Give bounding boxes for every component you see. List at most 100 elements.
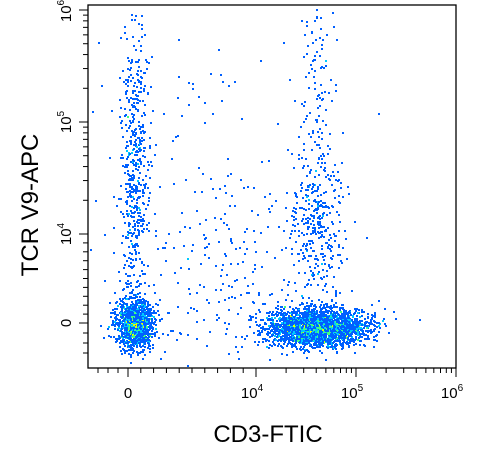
event-dot bbox=[124, 115, 126, 117]
event-dot bbox=[341, 162, 343, 164]
event-dot bbox=[126, 130, 128, 132]
event-dot bbox=[314, 347, 316, 349]
event-dot bbox=[255, 313, 257, 315]
event-dot bbox=[321, 138, 323, 140]
event-dot bbox=[130, 141, 132, 143]
event-dot bbox=[122, 315, 124, 317]
event-dot bbox=[295, 193, 297, 195]
event-dot bbox=[130, 344, 132, 346]
event-dot bbox=[188, 82, 190, 84]
event-dot bbox=[305, 194, 307, 196]
event-dot bbox=[135, 61, 137, 63]
event-dot bbox=[168, 233, 170, 235]
event-dot bbox=[113, 336, 115, 338]
event-dot bbox=[124, 166, 126, 168]
event-dot bbox=[136, 221, 138, 223]
event-dot bbox=[124, 26, 126, 28]
event-dot bbox=[395, 318, 397, 320]
event-dot bbox=[156, 331, 158, 333]
event-dot bbox=[128, 60, 130, 62]
event-dot bbox=[286, 345, 288, 347]
event-dot bbox=[143, 90, 145, 92]
event-dot bbox=[157, 310, 159, 312]
event-dot bbox=[325, 60, 327, 62]
event-dot bbox=[335, 348, 337, 350]
event-dot bbox=[256, 324, 258, 326]
event-dot bbox=[285, 319, 287, 321]
event-dot bbox=[322, 98, 324, 100]
event-dot bbox=[144, 187, 146, 189]
event-dot bbox=[308, 133, 310, 135]
event-dot bbox=[328, 244, 330, 246]
event-dot bbox=[306, 302, 308, 304]
event-dot bbox=[228, 85, 230, 87]
event-dot bbox=[300, 126, 302, 128]
event-dot bbox=[130, 74, 132, 76]
event-dot bbox=[332, 338, 334, 340]
event-dot bbox=[98, 42, 100, 44]
event-dot bbox=[365, 322, 367, 324]
event-dot bbox=[154, 333, 156, 335]
event-dot bbox=[311, 31, 313, 33]
event-dot bbox=[204, 254, 206, 256]
event-dot bbox=[321, 162, 323, 164]
event-dot bbox=[119, 346, 121, 348]
event-dot bbox=[143, 264, 145, 266]
event-dot bbox=[332, 255, 334, 257]
event-dot bbox=[319, 318, 321, 320]
event-dot bbox=[135, 133, 137, 135]
event-dot bbox=[320, 315, 322, 317]
event-dot bbox=[109, 302, 111, 304]
event-dot bbox=[128, 319, 130, 321]
event-dot bbox=[318, 201, 320, 203]
event-dot bbox=[144, 72, 146, 74]
event-dot bbox=[302, 252, 304, 254]
event-dot bbox=[116, 308, 118, 310]
event-dot bbox=[178, 76, 180, 78]
event-dot bbox=[135, 258, 137, 260]
event-dot bbox=[132, 90, 134, 92]
event-dot bbox=[133, 318, 135, 320]
event-dot bbox=[137, 180, 139, 182]
event-dot bbox=[278, 343, 280, 345]
event-dot bbox=[323, 276, 325, 278]
event-dot bbox=[111, 324, 113, 326]
event-dot bbox=[196, 292, 198, 294]
event-dot bbox=[154, 154, 156, 156]
event-dot bbox=[239, 247, 241, 249]
event-dot bbox=[137, 335, 139, 337]
event-dot bbox=[132, 174, 134, 176]
event-dot bbox=[337, 327, 339, 329]
event-dot bbox=[149, 310, 151, 312]
event-dot bbox=[316, 17, 318, 19]
event-dot bbox=[301, 157, 303, 159]
event-dot bbox=[316, 316, 318, 318]
event-dot bbox=[306, 284, 308, 286]
event-dot bbox=[141, 335, 143, 337]
event-dot bbox=[332, 334, 334, 336]
event-dot bbox=[142, 189, 144, 191]
event-dot bbox=[127, 286, 129, 288]
event-dot bbox=[334, 323, 336, 325]
event-dot bbox=[316, 325, 318, 327]
event-dot bbox=[131, 188, 133, 190]
event-dot bbox=[283, 279, 285, 281]
event-dot bbox=[268, 325, 270, 327]
event-dot bbox=[138, 91, 140, 93]
event-dot bbox=[133, 131, 135, 133]
event-dot bbox=[275, 313, 277, 315]
event-dot bbox=[311, 333, 313, 335]
event-dot bbox=[376, 340, 378, 342]
event-dot bbox=[314, 55, 316, 57]
event-dot bbox=[128, 76, 130, 78]
event-dot bbox=[130, 67, 132, 69]
event-dot bbox=[312, 250, 314, 252]
event-dot bbox=[133, 144, 135, 146]
event-dot bbox=[326, 321, 328, 323]
event-dot bbox=[129, 153, 131, 155]
event-dot bbox=[291, 331, 293, 333]
event-dot bbox=[119, 303, 121, 305]
event-dot bbox=[187, 365, 189, 367]
event-dot bbox=[139, 319, 141, 321]
event-dot bbox=[286, 220, 288, 222]
